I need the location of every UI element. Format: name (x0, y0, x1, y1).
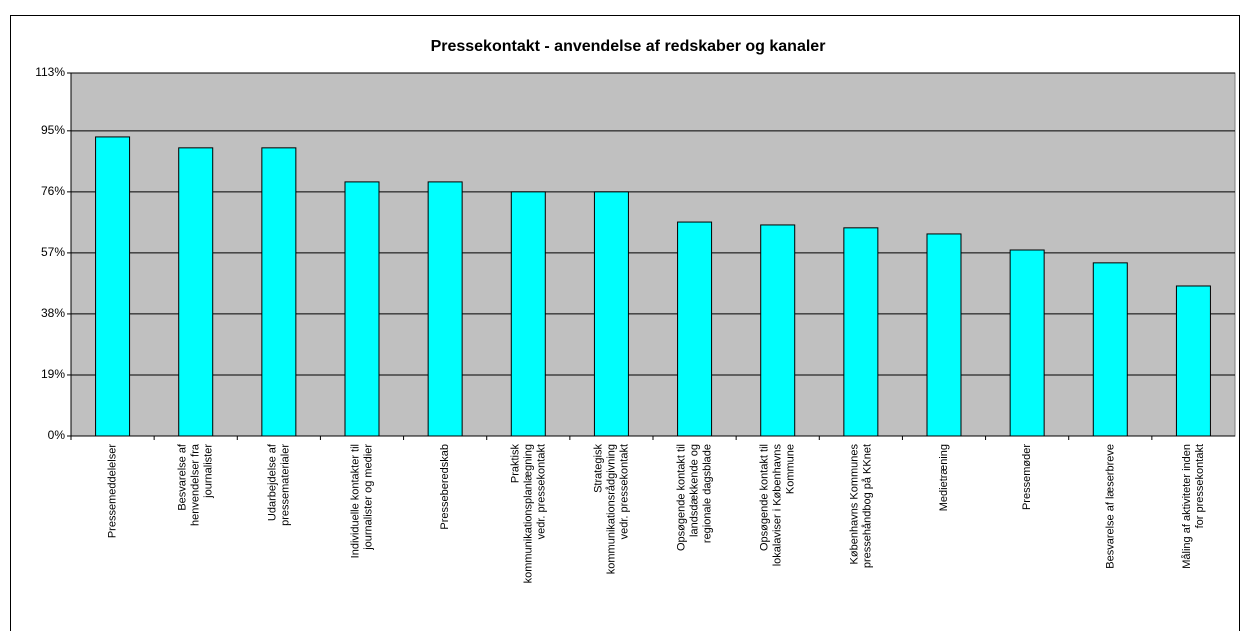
x-tick-label: Presseberedskab (439, 444, 451, 530)
x-tick-label: Københavns Kommunespressehåndbog på KKne… (848, 444, 873, 569)
x-tick-label: Strategiskkommunikationsrådgivningvedr. … (592, 444, 630, 575)
bar (1009, 249, 1045, 437)
x-tick-label: Opsøgende kontakt tillokalaviser i Køben… (759, 444, 797, 567)
bar (926, 233, 962, 437)
y-tick-label: 76% (41, 184, 65, 198)
x-tick-label: Udarbejdelse afpressematerialer (266, 443, 291, 526)
y-tick-label: 57% (41, 245, 65, 259)
bar (677, 221, 713, 437)
bar (95, 136, 131, 437)
bar (510, 191, 546, 437)
bar (261, 147, 297, 437)
x-tick-label: Pressemøder (1021, 444, 1033, 510)
y-tick-label: 38% (41, 306, 65, 320)
bar (760, 224, 796, 437)
bar (1092, 262, 1128, 437)
x-tick-label: Opsøgende kontakt tillandsdækkende ogreg… (675, 444, 713, 551)
x-tick-label: Besvarelse af læserbreve (1104, 444, 1116, 569)
y-tick-label: 19% (41, 367, 65, 381)
bar (1175, 285, 1211, 437)
bar (178, 147, 214, 437)
bar (593, 191, 629, 437)
y-tick-label: 95% (41, 123, 65, 137)
y-tick-label: 0% (48, 428, 66, 442)
y-tick-label: 113% (35, 65, 65, 79)
x-tick-label: Pressemeddelelser (106, 444, 118, 538)
x-tick-label: Praktiskkommunikationsplanlægningvedr. p… (509, 444, 547, 584)
x-tick-label: Medietræning (938, 444, 950, 511)
bar (843, 227, 879, 437)
bar (344, 181, 380, 437)
plot-area (70, 72, 1236, 437)
x-tick-label: Måling af aktiviteter indenfor pressekon… (1181, 444, 1206, 569)
x-tick-label: Individuelle kontakter tiljournalister o… (349, 444, 374, 559)
chart-title: Pressekontakt - anvendelse af redskaber … (431, 38, 826, 55)
bar (427, 181, 463, 437)
x-tick-label: Besvarelse afhenvendelser frajournaliste… (177, 443, 215, 526)
